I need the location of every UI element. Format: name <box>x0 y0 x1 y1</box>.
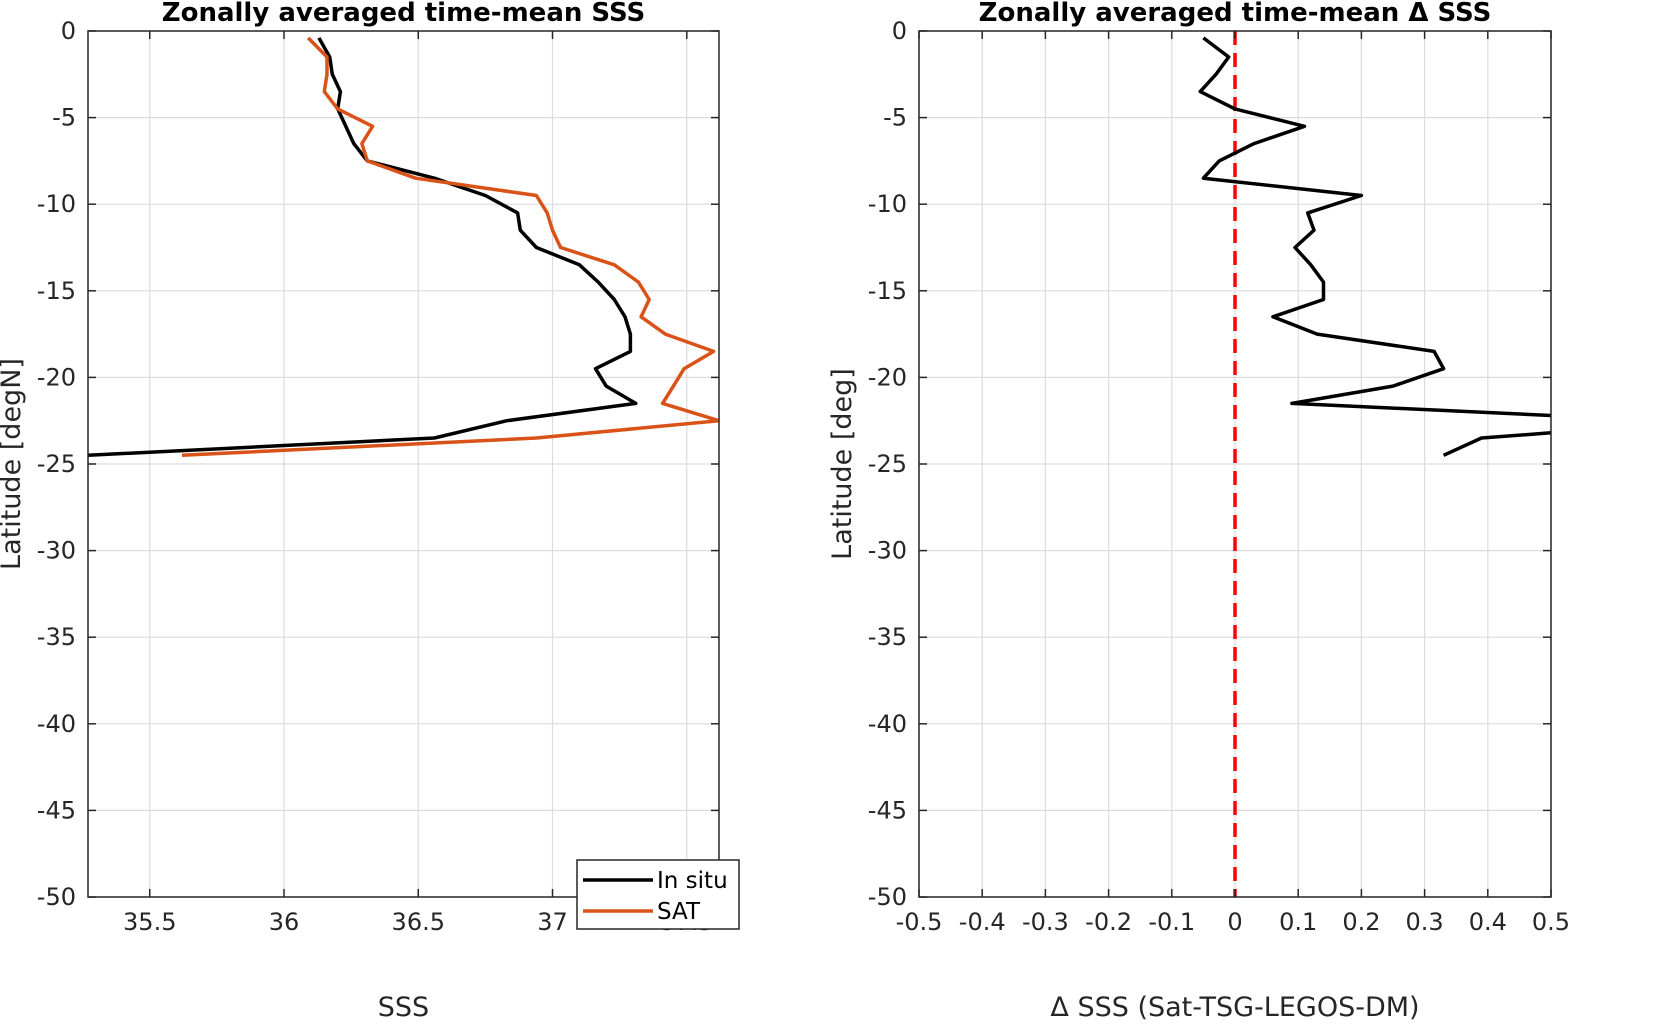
right-xtick-label-0-2: 0.2 <box>1342 908 1380 936</box>
left-x-axis-label: SSS <box>378 992 429 1023</box>
legend-label-in-situ: In situ <box>657 868 728 894</box>
left-ytick-label-25: -25 <box>37 450 76 478</box>
right-chart-title: Zonally averaged time-mean Δ SSS <box>979 0 1492 28</box>
right-xtick-label-0-3: -0.3 <box>1022 908 1069 936</box>
right-x-axis-label: Δ SSS (Sat-TSG-LEGOS-DM) <box>1050 992 1419 1023</box>
legend-box <box>576 859 740 930</box>
right-ytick-label-45: -45 <box>868 796 907 824</box>
right-xtick-label-0-1: 0.1 <box>1279 908 1317 936</box>
right-ytick-label-25: -25 <box>868 450 907 478</box>
left-ytick-label-40: -40 <box>37 710 76 738</box>
right-ytick-label-50: -50 <box>868 883 907 911</box>
right-ytick-label-30: -30 <box>868 537 907 565</box>
right-xtick-label-0-5: 0.5 <box>1532 908 1570 936</box>
right-chart-panel: -0.5 -0.4 -0.3 -0.2 -0.1 0 0.1 0.2 0.3 0.4 0.5 0 -5 -… <box>827 0 1570 1023</box>
right-series-layer <box>1198 31 1551 897</box>
right-tick-layer: -0.5 -0.4 -0.3 -0.2 -0.1 0 0.1 0.2 0.3 0.4 0.5 0 -5 -… <box>868 17 1570 936</box>
left-line-sat <box>181 36 719 458</box>
right-ytick-label-35: -35 <box>868 623 907 651</box>
left-ytick-label-0: 0 <box>61 17 76 45</box>
right-xtick-label-0-4: -0.4 <box>959 908 1006 936</box>
left-ytick-label-35: -35 <box>37 623 76 651</box>
right-xtick-label-0-4: 0.4 <box>1469 908 1507 936</box>
right-line-series-1 <box>1442 431 1551 457</box>
left-xtick-label-36: 36 <box>269 908 300 936</box>
left-ytick-label-30: -30 <box>37 537 76 565</box>
left-ytick-label-45: -45 <box>37 796 76 824</box>
left-chart-title: Zonally averaged time-mean SSS <box>162 0 646 28</box>
left-ytick-label-15: -15 <box>37 277 76 305</box>
left-ytick-label-5: -5 <box>52 104 76 132</box>
right-ytick-label-40: -40 <box>868 710 907 738</box>
left-xtick-label-37: 37 <box>537 908 568 936</box>
right-ytick-label-20: -20 <box>868 363 907 391</box>
left-y-axis-label: Latitude [degN] <box>0 358 27 570</box>
right-ytick-label-10: -10 <box>868 190 907 218</box>
left-ytick-label-20: -20 <box>37 363 76 391</box>
right-ytick-label-15: -15 <box>868 277 907 305</box>
right-xtick-label-0-5: -0.5 <box>896 908 943 936</box>
left-grid <box>88 30 719 898</box>
left-ytick-label-50: -50 <box>37 883 76 911</box>
left-xtick-label-36-5: 36.5 <box>392 908 445 936</box>
left-ytick-label-10: -10 <box>37 190 76 218</box>
right-ytick-label-5: -5 <box>883 104 907 132</box>
right-line-series-0 <box>1198 36 1551 418</box>
right-y-axis-label: Latitude [deg] <box>827 368 858 560</box>
right-ytick-label-0: 0 <box>892 17 907 45</box>
legend-label-sat: SAT <box>657 899 701 925</box>
right-xtick-label-0-2: -0.2 <box>1085 908 1132 936</box>
left-chart-panel: 35.53636.53737.50-5-10-15-20-25-30-35-40… <box>0 0 740 1023</box>
legend: In situ SAT <box>576 859 740 930</box>
left-xtick-label-35-5: 35.5 <box>123 908 176 936</box>
right-xtick-label-0: 0 <box>1227 908 1242 936</box>
right-xtick-label-0-1: -0.1 <box>1148 908 1195 936</box>
right-xtick-label-0-3: 0.3 <box>1406 908 1444 936</box>
left-series-layer <box>88 36 719 458</box>
